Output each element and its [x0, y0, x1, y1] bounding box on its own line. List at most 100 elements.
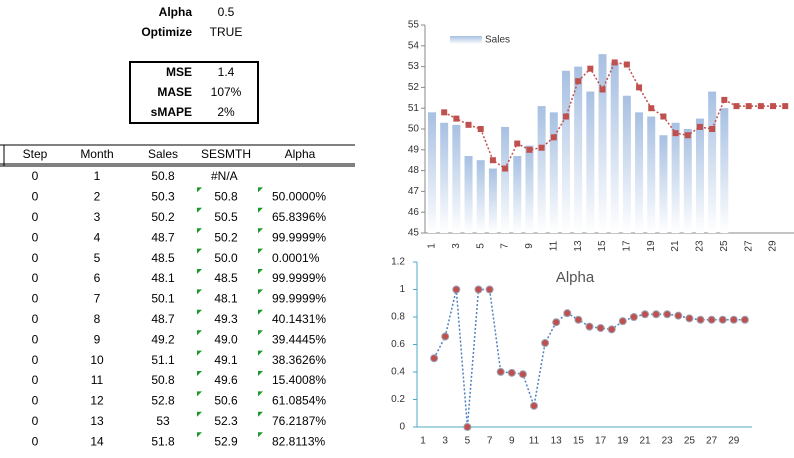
marker	[696, 123, 703, 130]
x-tick-label: 1	[420, 436, 426, 447]
x-tick-label: 11	[529, 436, 540, 447]
y-tick-label: 46	[408, 207, 420, 218]
cell: 49.0	[214, 332, 238, 346]
cell: 65.8396%	[272, 210, 326, 224]
y-tick-label: 1.2	[391, 257, 405, 268]
marker	[430, 354, 439, 363]
marker	[729, 315, 738, 324]
marker	[463, 423, 472, 431]
marker	[562, 113, 569, 120]
stat-value: 1.4	[218, 65, 235, 79]
cell: 48.5	[214, 271, 238, 285]
x-tick-label: 7	[487, 436, 493, 447]
cell-flag	[197, 248, 202, 254]
cell: 15.4008%	[272, 373, 326, 387]
x-tick-label: 23	[695, 240, 706, 252]
y-tick-label: 53	[408, 61, 420, 72]
marker	[648, 105, 655, 112]
cell: 48.7	[151, 230, 175, 244]
cell-flag	[258, 207, 263, 213]
cell: 9	[94, 332, 101, 346]
marker	[587, 65, 594, 72]
x-tick-label: 13	[551, 436, 563, 447]
x-tick-label: 25	[719, 240, 730, 252]
x-tick-label: 15	[597, 240, 608, 252]
marker	[453, 115, 460, 122]
bar	[610, 62, 619, 233]
cell: 50.0000%	[272, 190, 326, 204]
marker	[757, 103, 764, 110]
marker	[629, 313, 638, 321]
cell: 2	[94, 190, 101, 204]
line	[433, 288, 745, 428]
cell: 0	[32, 353, 39, 367]
cell: 0	[32, 394, 39, 408]
cell: 3	[94, 210, 101, 224]
x-tick-label: 11	[548, 240, 559, 251]
bar	[598, 54, 607, 234]
cell: 0	[32, 312, 39, 326]
cell: #N/A	[211, 169, 238, 183]
cell-flag	[197, 391, 202, 397]
marker	[674, 311, 683, 320]
cell: 7	[94, 292, 101, 306]
cell-flag	[197, 330, 202, 336]
marker	[718, 315, 727, 324]
x-tick-label: 9	[524, 243, 535, 249]
stat-label: MASE	[157, 85, 192, 99]
cell-flag	[258, 187, 263, 193]
cell: 39.4445%	[272, 332, 326, 346]
cell: 48.1	[214, 292, 238, 306]
x-tick-label: 13	[573, 240, 584, 252]
cell: 53	[156, 414, 170, 428]
cell-flag	[197, 269, 202, 274]
marker	[477, 126, 484, 132]
stat-value: 2%	[217, 105, 235, 119]
marker	[474, 285, 483, 294]
marker	[641, 310, 649, 319]
y-tick-label: 49	[408, 144, 420, 155]
cell-flag	[197, 228, 202, 234]
column-header: Sales	[148, 147, 178, 161]
alpha-value: 0.5	[218, 5, 235, 19]
x-tick-label: 9	[509, 436, 515, 447]
column-header: Month	[80, 147, 113, 161]
marker	[709, 126, 716, 132]
cell: 0	[32, 434, 39, 448]
cell: 13	[90, 414, 104, 428]
x-tick-label: 19	[617, 436, 629, 447]
marker	[585, 322, 594, 331]
x-tick-label: 1	[427, 243, 438, 249]
cell: 0	[32, 332, 39, 346]
cell-flag	[197, 187, 202, 193]
bar	[647, 116, 656, 233]
cell: 5	[94, 251, 101, 265]
cell: 51.1	[151, 353, 175, 367]
marker	[526, 146, 533, 153]
cell-flag	[197, 289, 202, 295]
bar	[464, 156, 473, 233]
cell-flag	[258, 371, 263, 376]
plot-area	[425, 25, 793, 233]
marker	[530, 401, 538, 410]
stats-box	[129, 61, 259, 124]
marker	[782, 103, 789, 110]
cell: 49.3	[214, 312, 238, 326]
marker	[574, 315, 583, 324]
x-tick-label: 3	[451, 243, 462, 249]
bar	[440, 122, 449, 233]
cell: 4	[94, 230, 101, 244]
cell: 82.8113%	[272, 434, 325, 448]
cell: 61.0854%	[272, 394, 326, 408]
y-tick-label: 0.8	[391, 312, 405, 323]
x-tick-label: 17	[595, 436, 607, 447]
x-tick-label: 5	[465, 436, 471, 447]
cell: 48.7	[151, 312, 175, 326]
cell-flag	[197, 432, 202, 438]
marker	[552, 318, 561, 327]
cell: 52.3	[214, 414, 238, 428]
marker	[740, 315, 749, 324]
marker	[599, 86, 606, 93]
x-tick-label: 15	[573, 436, 585, 447]
